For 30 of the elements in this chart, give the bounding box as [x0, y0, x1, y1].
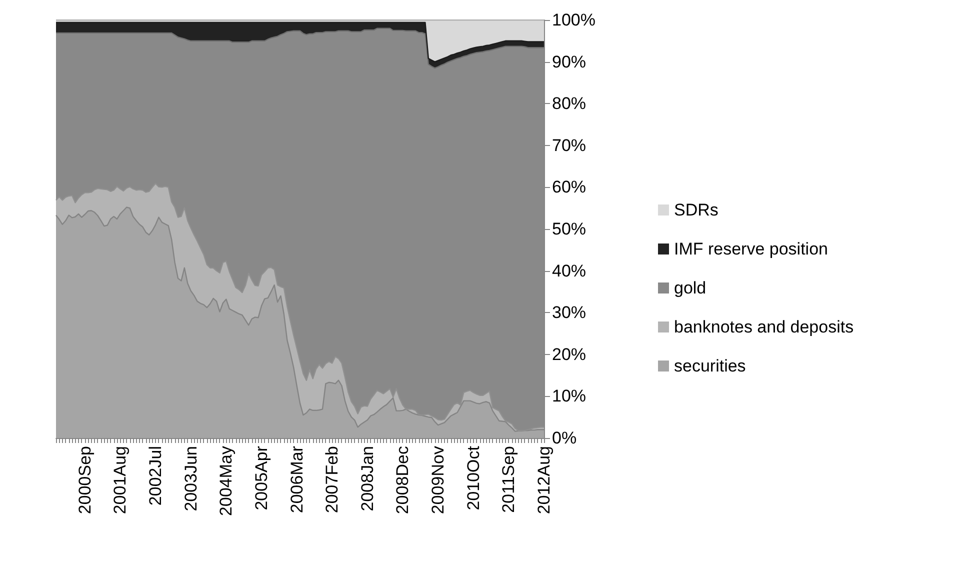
x-tick-label: 2009Nov	[428, 446, 448, 514]
x-tick-label: 2000Sep	[75, 446, 94, 514]
y-tick-label: 60%	[552, 178, 586, 197]
x-tick-label: 2008Jan	[358, 446, 377, 512]
x-tick-label: 2006Mar	[287, 446, 306, 514]
y-tick-label: 70%	[552, 136, 586, 155]
y-tick-label: 50%	[552, 220, 586, 238]
legend-label: securities	[674, 356, 746, 376]
x-tick-label: 2005Apr	[252, 446, 271, 510]
y-tick-label: 30%	[552, 303, 586, 322]
x-tick-label: 2003Jun	[181, 446, 200, 512]
x-tick-label: 2011Sep	[499, 446, 518, 513]
x-tick-label: 2012Aug	[534, 446, 554, 514]
y-tick-label: 80%	[552, 94, 586, 114]
y-tick-label: 0%	[552, 428, 577, 448]
legend-label: IMF reserve position	[674, 240, 828, 258]
x-tick-label: 2001Aug	[110, 446, 130, 514]
x-tick-label: 2007Feb	[322, 446, 342, 514]
legend-label: SDRs	[674, 200, 718, 220]
y-tick-label: 10%	[552, 386, 586, 406]
x-tick-label: 2002Jul	[146, 446, 166, 506]
y-tick-label: 40%	[552, 261, 586, 280]
y-tick-label: 20%	[552, 344, 586, 364]
x-tick-label: 2008Dec	[393, 446, 412, 514]
legend-label: gold	[674, 278, 706, 298]
x-tick-label: 2010Oct	[464, 446, 483, 510]
y-tick-label: 90%	[552, 52, 586, 72]
x-tick-label: 2004May	[216, 446, 236, 516]
y-tick-label: 100%	[552, 10, 596, 30]
legend-label: banknotes and deposits	[674, 318, 854, 336]
